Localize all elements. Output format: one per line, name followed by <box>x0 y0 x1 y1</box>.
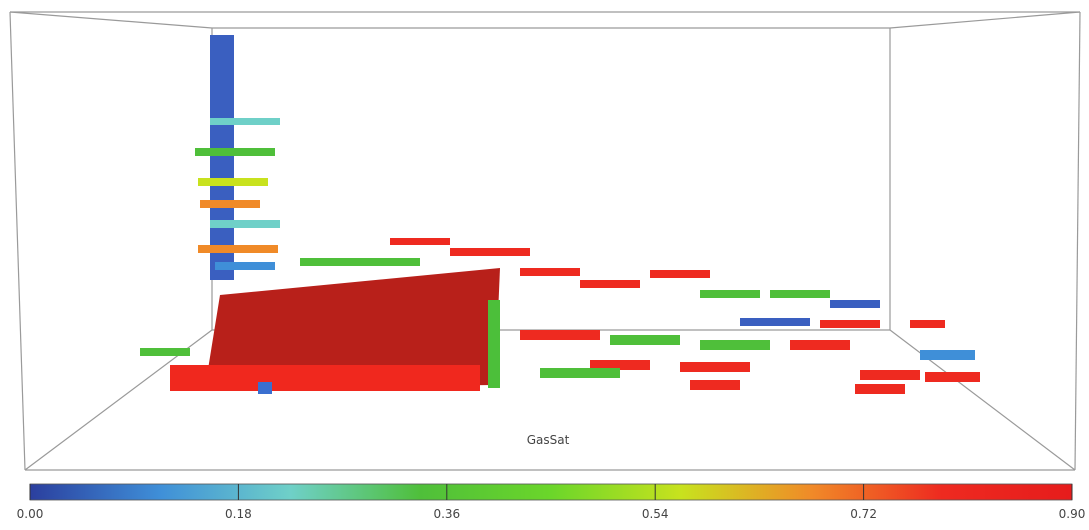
bounding-box <box>10 12 1080 470</box>
block <box>855 384 905 394</box>
block <box>925 372 980 382</box>
colorbar-tick-label: 0.90 <box>1059 507 1086 521</box>
block <box>198 178 268 186</box>
frame-line <box>890 12 1080 28</box>
colorbar-tick-label: 0.36 <box>433 507 460 521</box>
block <box>215 262 275 270</box>
block <box>210 118 280 125</box>
block <box>210 220 280 228</box>
block <box>770 290 830 298</box>
block <box>198 245 278 253</box>
colorbar-tick-label: 0.54 <box>642 507 669 521</box>
block <box>910 320 945 328</box>
block <box>540 368 620 378</box>
block <box>650 270 710 278</box>
well-column <box>210 35 234 280</box>
block <box>390 238 450 245</box>
block <box>700 340 770 350</box>
block <box>690 380 740 390</box>
block <box>790 340 850 350</box>
block <box>450 248 530 256</box>
frame-line <box>10 12 212 28</box>
block <box>200 200 260 208</box>
scene-label: GasSat <box>527 433 570 447</box>
viewer: GasSat 0.00 0.18 0.36 0.54 0.72 0.90 <box>0 0 1089 526</box>
block <box>520 268 580 276</box>
grid-blocks <box>140 35 980 394</box>
block <box>170 365 480 391</box>
block <box>820 320 880 328</box>
block <box>860 370 920 380</box>
block <box>195 148 275 156</box>
frame-line <box>890 330 1075 470</box>
block <box>830 300 880 308</box>
colorbar-tick-label: 0.72 <box>850 507 877 521</box>
block <box>920 350 975 360</box>
block <box>680 362 750 372</box>
page: GasSat 0.000.180.360.540.720.90 (() => {… <box>0 0 1089 530</box>
block <box>258 382 272 394</box>
block <box>520 330 600 340</box>
block <box>580 280 640 288</box>
colorbar-tick-label: 0.18 <box>225 507 252 521</box>
frame-line <box>10 12 25 470</box>
block <box>140 348 190 356</box>
colorbar-tick-label: 0.00 <box>17 507 44 521</box>
block <box>300 258 420 266</box>
block <box>700 290 760 298</box>
frame-line <box>1075 12 1080 470</box>
block <box>740 318 810 326</box>
block <box>610 335 680 345</box>
colorbar <box>30 484 1072 500</box>
block <box>488 300 500 388</box>
